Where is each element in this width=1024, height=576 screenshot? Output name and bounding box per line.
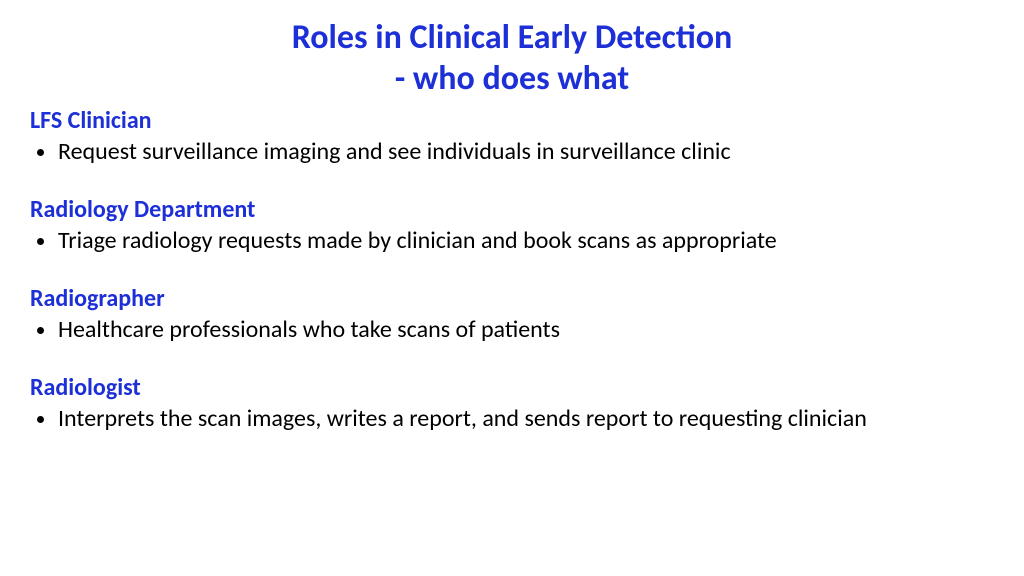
section-0: LFS Clinician Request surveillance imagi…	[30, 106, 994, 167]
section-heading-1: Radiology Department	[30, 195, 994, 224]
section-heading-0: LFS Clinician	[30, 106, 994, 135]
bullet-item: Interprets the scan images, writes a rep…	[58, 404, 994, 434]
section-bullets-0: Request surveillance imaging and see ind…	[30, 137, 994, 167]
section-heading-2: Radiographer	[30, 284, 994, 313]
bullet-item: Triage radiology requests made by clinic…	[58, 226, 994, 256]
section-bullets-2: Healthcare professionals who take scans …	[30, 315, 994, 345]
slide-title: Roles in Clinical Early Detection - who …	[30, 18, 994, 100]
bullet-item: Healthcare professionals who take scans …	[58, 315, 994, 345]
title-line-1: Roles in Clinical Early Detection	[292, 17, 733, 58]
section-3: Radiologist Interprets the scan images, …	[30, 373, 994, 434]
section-bullets-3: Interprets the scan images, writes a rep…	[30, 404, 994, 434]
section-2: Radiographer Healthcare professionals wh…	[30, 284, 994, 345]
slide-container: Roles in Clinical Early Detection - who …	[0, 0, 1024, 576]
section-1: Radiology Department Triage radiology re…	[30, 195, 994, 256]
title-line-2: - who does what	[395, 58, 629, 99]
bullet-item: Request surveillance imaging and see ind…	[58, 137, 994, 167]
section-bullets-1: Triage radiology requests made by clinic…	[30, 226, 994, 256]
section-heading-3: Radiologist	[30, 373, 994, 402]
